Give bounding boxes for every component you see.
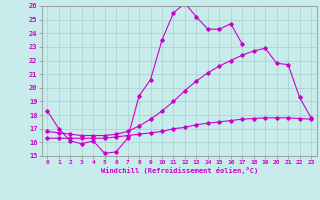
X-axis label: Windchill (Refroidissement éolien,°C): Windchill (Refroidissement éolien,°C) <box>100 167 258 174</box>
